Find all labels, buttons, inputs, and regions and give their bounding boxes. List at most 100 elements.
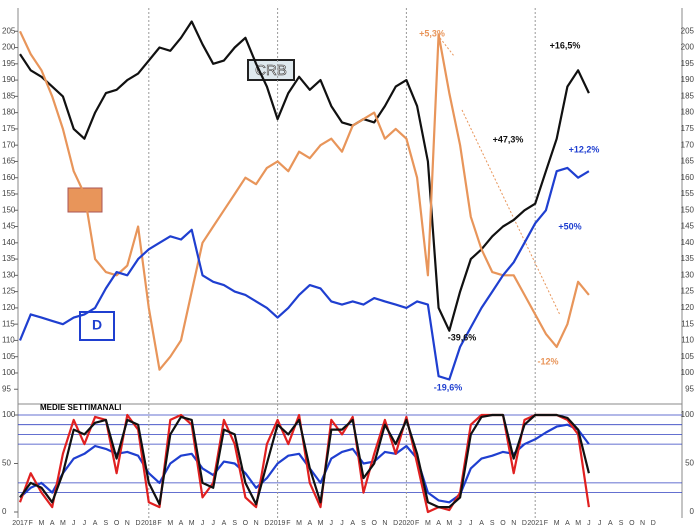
- arrow: [461, 109, 561, 316]
- series-line: [19, 20, 590, 332]
- y-tick-label: 140: [681, 238, 695, 247]
- y-tick-label: 100: [2, 368, 16, 377]
- x-tick-label: M: [296, 520, 302, 527]
- x-tick-label: D: [651, 520, 656, 527]
- y-tick-label: 130: [2, 270, 16, 279]
- y-tick-label: 0: [2, 507, 7, 516]
- x-tick-label: F: [415, 520, 419, 527]
- x-tick-label: S: [232, 520, 237, 527]
- x-tick-label: A: [179, 520, 184, 527]
- y-tick-label: 160: [681, 173, 695, 182]
- annotation: +47,3%: [493, 134, 524, 144]
- x-tick-label: M: [575, 520, 581, 527]
- y-tick-label: 100: [2, 410, 16, 419]
- x-tick-label: J: [469, 520, 473, 527]
- y-tick-label: 155: [681, 189, 695, 198]
- y-tick-label: 170: [2, 140, 16, 149]
- y-tick-label: 170: [681, 140, 695, 149]
- x-tick-label: J: [340, 520, 344, 527]
- series-line: [19, 413, 590, 509]
- x-tick-label: M: [39, 520, 45, 527]
- x-tick-label: S: [361, 520, 366, 527]
- x-tick-label: N: [382, 520, 387, 527]
- y-tick-label: 145: [2, 222, 16, 231]
- x-tick-label: D: [522, 520, 527, 527]
- y-tick-label: 205: [681, 26, 695, 35]
- y-tick-label: 105: [681, 352, 695, 361]
- y-tick-label: 200: [2, 43, 16, 52]
- x-tick-label: O: [629, 520, 635, 527]
- x-tick-label: J: [587, 520, 591, 527]
- x-tick-label: J: [598, 520, 602, 527]
- y-tick-label: 135: [2, 254, 16, 263]
- x-tick-label: M: [318, 520, 324, 527]
- x-tick-label: S: [619, 520, 624, 527]
- x-tick-label: F: [157, 520, 161, 527]
- annotation: -19,6%: [434, 382, 463, 392]
- x-tick-label: 2021: [527, 520, 543, 527]
- y-tick-label: 110: [2, 336, 15, 345]
- y-tick-label: 95: [2, 384, 11, 393]
- x-tick-label: A: [565, 520, 570, 527]
- x-tick-label: 2017: [12, 520, 28, 527]
- x-tick-label: S: [490, 520, 495, 527]
- y-tick-label: 165: [2, 157, 16, 166]
- y-tick-label: 180: [2, 108, 16, 117]
- x-tick-label: M: [167, 520, 173, 527]
- y-tick-label: 155: [2, 189, 16, 198]
- y-tick-label: 145: [681, 222, 695, 231]
- y-tick-label: 115: [681, 319, 694, 328]
- annotation: -39,6%: [448, 332, 477, 342]
- y-tick-label: 190: [681, 75, 695, 84]
- x-tick-label: 2020: [399, 520, 415, 527]
- x-tick-label: A: [436, 520, 441, 527]
- x-tick-label: O: [500, 520, 506, 527]
- x-tick-label: S: [104, 520, 109, 527]
- y-tick-label: 165: [681, 157, 695, 166]
- crb-label: CRB: [255, 62, 287, 79]
- y-tick-label: 195: [2, 59, 16, 68]
- y-tick-label: 125: [681, 287, 695, 296]
- x-tick-label: F: [286, 520, 290, 527]
- x-tick-label: M: [189, 520, 195, 527]
- crb-badge: [247, 59, 295, 81]
- x-tick-label: J: [211, 520, 215, 527]
- annotation: +5,3%: [419, 28, 445, 38]
- x-tick-label: 2018: [141, 520, 157, 527]
- x-tick-label: A: [479, 520, 484, 527]
- y-tick-label: 160: [2, 173, 16, 182]
- x-tick-label: J: [458, 520, 462, 527]
- x-tick-label: M: [446, 520, 452, 527]
- x-tick-label: J: [201, 520, 205, 527]
- x-tick-label: M: [60, 520, 66, 527]
- x-tick-label: A: [93, 520, 98, 527]
- y-tick-label: 150: [2, 205, 16, 214]
- y-tick-label: 120: [2, 303, 16, 312]
- x-tick-label: O: [243, 520, 249, 527]
- annotation: -12%: [537, 356, 558, 366]
- y-tick-label: 150: [681, 205, 695, 214]
- y-tick-label: 0: [690, 507, 695, 516]
- x-tick-label: N: [125, 520, 130, 527]
- x-tick-label: N: [511, 520, 516, 527]
- y-tick-label: 175: [681, 124, 695, 133]
- y-tick-label: 185: [2, 91, 16, 100]
- y-tick-label: 185: [681, 91, 695, 100]
- y-tick-label: 50: [2, 459, 11, 468]
- x-tick-label: A: [222, 520, 227, 527]
- x-tick-label: J: [83, 520, 87, 527]
- y-tick-label: 115: [2, 319, 15, 328]
- y-tick-label: 135: [681, 254, 695, 263]
- y-tick-label: 130: [681, 270, 695, 279]
- y-tick-label: 175: [2, 124, 16, 133]
- y-tick-label: 205: [2, 26, 16, 35]
- y-tick-label: 50: [685, 459, 694, 468]
- y-tick-label: 195: [681, 59, 695, 68]
- y-tick-label: 140: [2, 238, 16, 247]
- x-tick-label: N: [640, 520, 645, 527]
- y-tick-label: 100: [681, 410, 695, 419]
- y-tick-label: 120: [681, 303, 695, 312]
- x-tick-label: A: [608, 520, 613, 527]
